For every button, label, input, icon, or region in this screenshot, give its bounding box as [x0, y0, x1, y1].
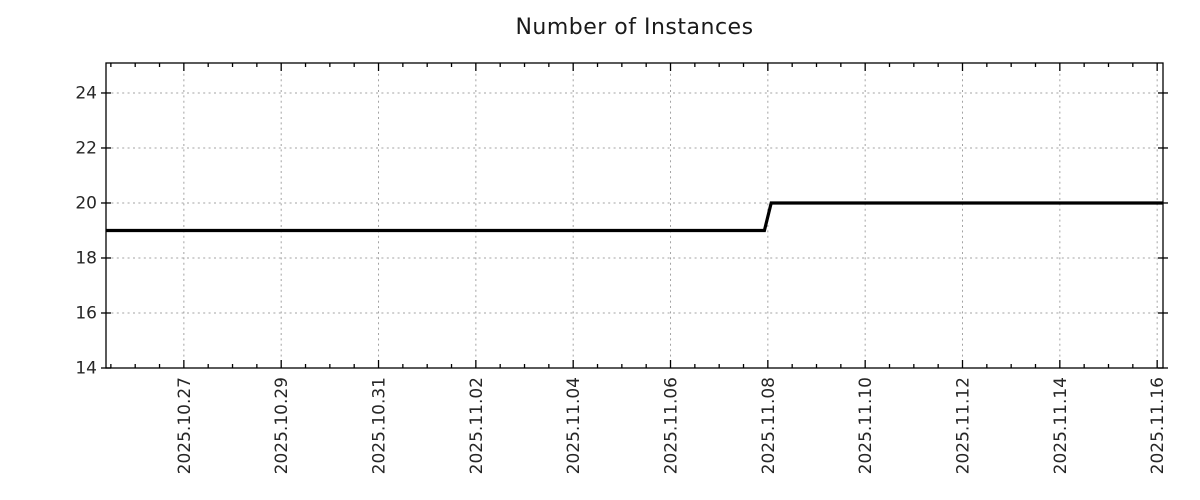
x-tick-label: 2025.10.27: [175, 377, 195, 474]
y-tick-label: 14: [75, 359, 97, 379]
x-tick-label: 2025.11.08: [759, 377, 779, 474]
x-tick-label: 2025.11.10: [856, 377, 876, 474]
y-tick-label: 20: [75, 194, 97, 214]
x-tick-label: 2025.11.02: [467, 377, 487, 474]
x-tick-label: 2025.10.31: [370, 377, 390, 474]
chart-title: Number of Instances: [515, 15, 754, 40]
y-tick-label: 22: [75, 139, 97, 159]
x-tick-label: 2025.11.16: [1148, 377, 1168, 474]
y-tick-label: 18: [75, 249, 97, 269]
y-tick-label: 24: [75, 84, 97, 104]
x-tick-label: 2025.11.04: [564, 377, 584, 474]
data-line: [106, 201, 1163, 233]
x-tick-label: 2025.11.06: [662, 377, 682, 474]
x-tick-label: 2025.11.14: [1051, 377, 1071, 474]
y-tick-label: 16: [75, 304, 97, 324]
x-tick-label: 2025.11.12: [954, 377, 974, 474]
plot-border: [105, 62, 1164, 369]
x-tick-label: 2025.10.29: [272, 377, 292, 474]
